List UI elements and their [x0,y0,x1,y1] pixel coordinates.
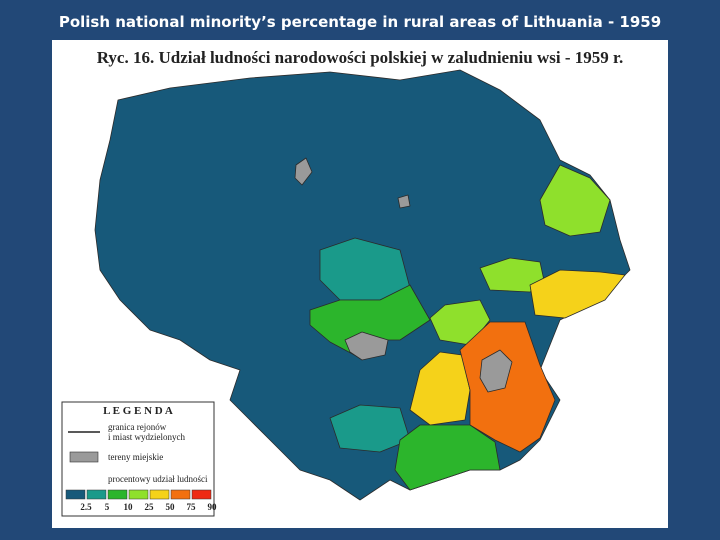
region [394,424,501,491]
region [409,351,471,426]
legend-label: tereny miejskie [108,452,163,462]
city [294,157,313,186]
region [309,284,431,359]
legend-scale-title: procentowy udział ludności [108,474,208,484]
slide-title: Polish national minority’s percentage in… [59,13,661,31]
legend-break: 2.5 [80,502,92,512]
legend-swatch [149,489,170,500]
map [94,69,631,501]
legend-swatch [65,489,86,500]
legend-break: 10 [124,502,134,512]
legend-swatch [86,489,107,500]
region [429,299,491,346]
legend-break: 50 [166,502,176,512]
region [459,321,556,453]
legend-break: 90 [208,502,218,512]
legend-swatch [128,489,149,500]
region [539,164,611,237]
map-heading: Ryc. 16. Udział ludności narodowości pol… [97,48,623,67]
city [344,331,389,361]
legend-label: i miast wydzielonych [108,432,185,442]
legend-break: 75 [187,502,197,512]
legend-title: L E G E N D A [103,405,173,417]
legend-swatch [191,489,212,500]
legend-swatch [170,489,191,500]
legend-break: 25 [145,502,155,512]
legend-swatch [107,489,128,500]
legend-break: 5 [105,502,110,512]
legend-label: granica rejonów [108,422,167,432]
region [529,269,626,319]
city [397,194,411,209]
legend-urban-swatch [69,451,99,463]
legend: L E G E N D A granica rejonów i miast wy… [61,401,218,517]
city [479,349,513,393]
